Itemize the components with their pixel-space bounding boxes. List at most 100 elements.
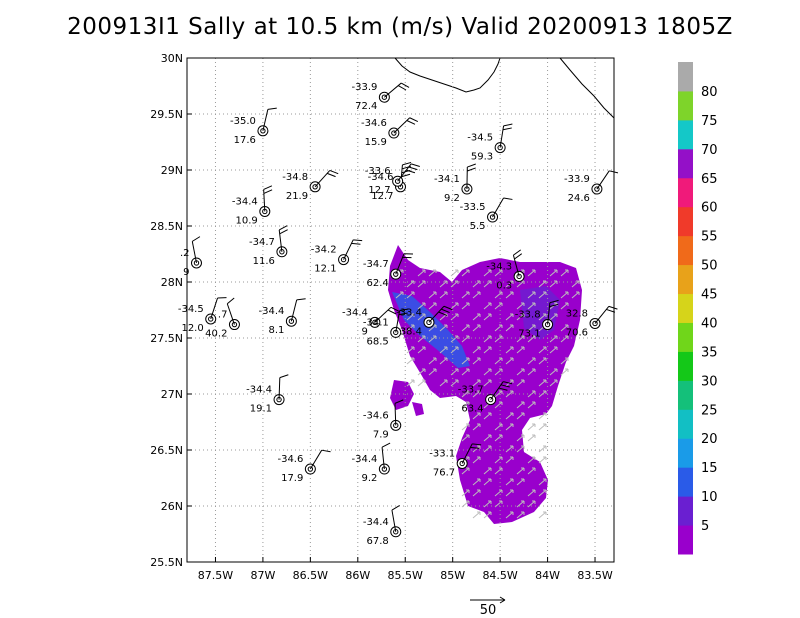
wind-vector <box>406 280 415 288</box>
wind-vector <box>538 390 547 398</box>
x-tick-label: 84W <box>535 569 560 582</box>
wind-barb-feather <box>503 197 513 200</box>
dropsonde-label-top: -34.1 <box>363 317 389 328</box>
dropsonde-label-top: -34.4 <box>363 517 389 528</box>
dropsonde-marker-inner <box>592 320 598 327</box>
wind-vector <box>439 324 448 332</box>
wind-vector <box>527 269 536 277</box>
wind-vector <box>417 269 426 277</box>
wind-vector <box>505 390 514 398</box>
wind-vector <box>417 368 426 376</box>
wind-vector <box>560 357 569 365</box>
colorbar-label: 50 <box>701 259 718 274</box>
wind-barb-staff <box>492 197 504 218</box>
wind-vector <box>461 423 470 431</box>
wind-vector <box>483 478 492 486</box>
dropsonde-label-top: -34.4 <box>246 385 272 396</box>
wind-barb-feather <box>409 117 419 123</box>
colorbar-label: 70 <box>701 143 718 158</box>
dropsonde-point: -34.6 15.9 <box>361 117 419 148</box>
wind-vector <box>516 467 525 475</box>
dropsonde-label-bottom: 9.2 <box>444 193 460 204</box>
wind-barb-feather <box>192 236 201 242</box>
wind-vector <box>538 346 547 354</box>
colorbar-label: 45 <box>701 288 718 303</box>
dropsonde-label-bottom: 12.0 <box>181 323 203 334</box>
dropsonde-label-top: -34.4 <box>259 306 285 317</box>
wind-barb-feather <box>503 123 513 127</box>
wind-vector <box>406 313 415 321</box>
wind-vector <box>483 313 492 321</box>
wind-vector <box>505 357 514 365</box>
wind-vector <box>494 423 503 431</box>
dropsonde-point: -34.8 21.9 <box>282 169 339 202</box>
wind-vector <box>516 478 525 486</box>
wind-vector <box>538 511 547 519</box>
wind-vector <box>527 368 536 376</box>
dropsonde-point: -34.4 10.9 <box>232 185 273 226</box>
dropsonde-label-top: .2 <box>180 248 190 259</box>
wind-vector <box>461 401 470 409</box>
wind-vector <box>505 291 514 299</box>
shaded-region <box>412 402 424 416</box>
wind-vector <box>527 302 536 310</box>
wind-vector <box>516 412 525 420</box>
wind-vector <box>505 313 514 321</box>
colorbar-swatch <box>678 409 693 439</box>
wind-barb-feather <box>278 225 288 231</box>
wind-vector <box>450 280 459 288</box>
x-tick-label: 83.5W <box>577 569 612 582</box>
wind-barb-feather <box>443 305 453 311</box>
wind-barb-feather <box>263 185 273 190</box>
wind-barb-feather <box>608 305 618 310</box>
wind-vector <box>516 445 525 453</box>
wind-barb-feather <box>279 229 288 235</box>
wind-vector <box>450 335 459 343</box>
y-tick-label: 26.5N <box>150 444 183 457</box>
wind-barb-feather <box>326 172 336 178</box>
dropsonde-point: -34.6 17.9 <box>277 449 331 484</box>
dropsonde-marker-inner <box>288 318 295 324</box>
wind-vector <box>472 511 481 519</box>
wind-vector <box>472 423 481 431</box>
y-tick-label: 26N <box>161 500 183 513</box>
wind-vector <box>516 313 525 321</box>
wind-vector <box>417 335 426 343</box>
colorbar-swatch <box>678 438 693 468</box>
wind-vector <box>483 412 492 420</box>
wind-vector <box>450 368 459 376</box>
colorbar-swatch <box>678 206 693 237</box>
wind-vector <box>483 434 492 442</box>
colorbar-label: 30 <box>701 374 718 389</box>
wind-barb-feather <box>438 311 448 316</box>
dropsonde-label-top: -33.4 <box>396 307 422 318</box>
wind-vector <box>483 500 492 508</box>
y-tick-label: 25.5N <box>150 556 183 569</box>
dropsonde-point: -34.2 12.1 <box>311 239 363 275</box>
dropsonde-label-top: -33.5 <box>460 202 486 213</box>
dropsonde-label-top: -34.5 <box>178 304 204 315</box>
dropsonde-label-bottom: 76.7 <box>433 467 455 478</box>
wind-vector <box>450 379 459 387</box>
dropsonde-point: -34.4 9.2 <box>351 442 391 484</box>
wind-vector <box>406 346 415 354</box>
wind-barb-feather <box>401 173 411 178</box>
wind-vector <box>516 346 525 354</box>
dropsonde-label-bottom: 12.1 <box>314 264 336 275</box>
dropsonde-label-bottom: 68.5 <box>366 336 388 347</box>
wind-vector <box>527 401 536 409</box>
wind-barb-staff <box>596 170 610 190</box>
wind-vector <box>461 324 470 332</box>
wind-vector <box>461 434 470 442</box>
wind-vector <box>527 423 536 431</box>
dropsonde-label-top: -34.1 <box>434 174 460 185</box>
wind-barb-feather <box>351 242 361 245</box>
wind-vector <box>417 346 426 354</box>
dropsonde-label-bottom: 19.1 <box>250 404 272 415</box>
dropsonde-label-top: .7 <box>218 310 228 321</box>
dropsonde-label-bottom: 67.8 <box>366 536 388 547</box>
wind-vector <box>505 324 514 332</box>
dropsonde-marker-inner <box>307 466 314 472</box>
wind-vector <box>428 302 437 310</box>
wind-barb-feather <box>503 381 513 385</box>
